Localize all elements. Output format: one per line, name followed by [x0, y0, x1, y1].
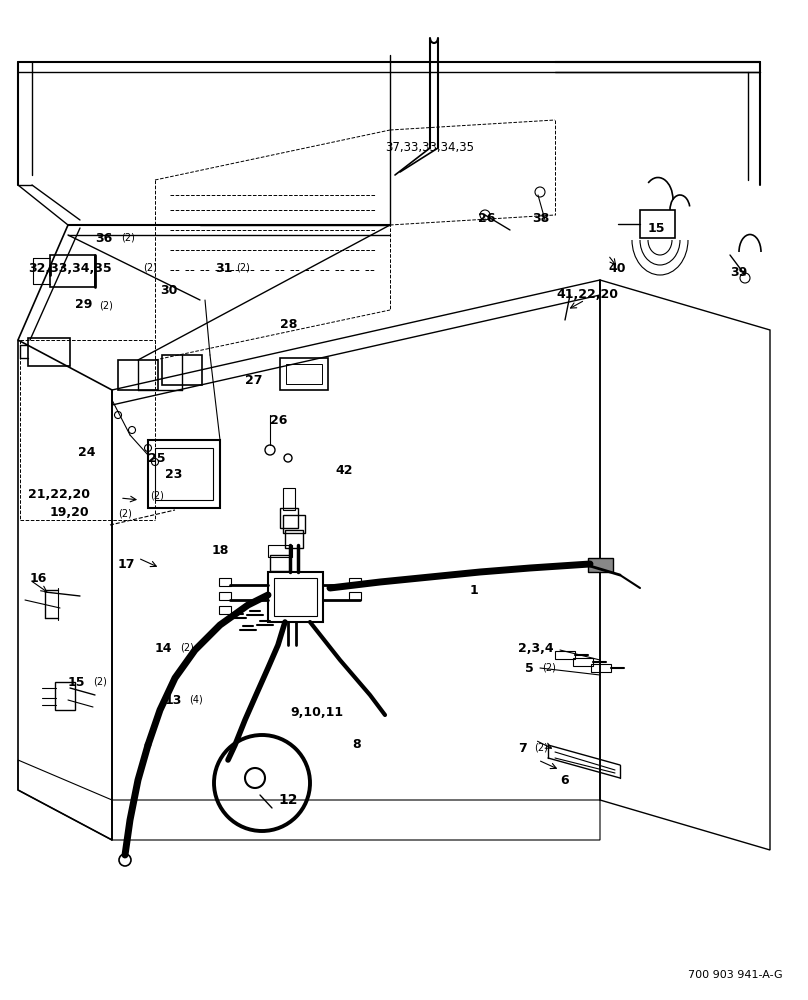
Text: 15: 15 — [68, 676, 86, 688]
Text: (2): (2) — [118, 508, 132, 518]
Text: 38: 38 — [532, 212, 549, 225]
Text: 41,22,20: 41,22,20 — [556, 288, 618, 302]
Text: 30: 30 — [160, 284, 178, 296]
Text: 1: 1 — [470, 584, 479, 596]
Bar — [219, 606, 231, 614]
Text: 12: 12 — [278, 793, 297, 807]
Text: (2): (2) — [180, 643, 194, 653]
Bar — [573, 658, 593, 666]
Bar — [283, 515, 305, 533]
Bar — [285, 530, 303, 548]
Text: 31: 31 — [215, 261, 233, 274]
Bar — [640, 210, 675, 238]
Text: 5: 5 — [525, 662, 534, 674]
Text: 26: 26 — [270, 414, 288, 426]
Text: (2): (2) — [542, 663, 556, 673]
Text: 15: 15 — [648, 222, 666, 234]
Text: 18: 18 — [212, 544, 229, 556]
Text: 32,33,34,35: 32,33,34,35 — [28, 261, 112, 274]
Bar — [55, 682, 75, 710]
Text: 37,33,33,34,35: 37,33,33,34,35 — [385, 141, 474, 154]
Text: 6: 6 — [560, 774, 569, 786]
Text: (2): (2) — [143, 263, 157, 273]
Bar — [155, 448, 213, 500]
Text: 13: 13 — [165, 694, 183, 706]
Text: 2,3,4: 2,3,4 — [518, 642, 553, 654]
Text: 29: 29 — [75, 298, 92, 312]
Bar — [588, 558, 613, 572]
Text: 24: 24 — [78, 446, 95, 460]
Bar — [118, 360, 158, 390]
Text: 25: 25 — [148, 452, 166, 464]
Bar — [555, 651, 575, 659]
Bar — [283, 488, 295, 510]
Bar — [148, 440, 220, 508]
Text: (4): (4) — [189, 695, 203, 705]
Text: 7: 7 — [518, 742, 527, 754]
Bar — [28, 338, 70, 366]
Bar — [270, 555, 290, 571]
Bar — [591, 664, 611, 672]
Text: 16: 16 — [30, 572, 48, 584]
Text: (2): (2) — [534, 743, 548, 753]
Text: (2): (2) — [150, 490, 164, 500]
Text: (2): (2) — [121, 233, 135, 243]
Text: 700 903 941-A-G: 700 903 941-A-G — [688, 970, 783, 980]
Text: 42: 42 — [335, 464, 352, 477]
Text: 17: 17 — [118, 558, 136, 572]
Text: 8: 8 — [352, 738, 360, 752]
Bar — [349, 578, 361, 586]
Text: 9,10,11: 9,10,11 — [290, 706, 343, 718]
Text: 28: 28 — [280, 318, 297, 332]
Text: (2): (2) — [93, 677, 107, 687]
Bar — [268, 545, 292, 557]
Text: 36: 36 — [95, 232, 112, 244]
Text: 40: 40 — [608, 261, 625, 274]
Bar — [280, 358, 328, 390]
Bar — [286, 364, 322, 384]
Text: (2): (2) — [99, 300, 113, 310]
Text: 19,20: 19,20 — [50, 506, 90, 520]
Bar — [162, 355, 202, 385]
Bar — [349, 592, 361, 600]
Bar — [50, 255, 95, 287]
Bar — [268, 572, 323, 622]
Text: 21,22,20: 21,22,20 — [28, 488, 90, 502]
Text: 27: 27 — [245, 373, 263, 386]
Bar — [274, 578, 317, 616]
Bar — [219, 592, 231, 600]
Text: 26: 26 — [478, 212, 495, 225]
Text: (2): (2) — [236, 263, 250, 273]
Text: 14: 14 — [155, 642, 172, 654]
Bar — [219, 578, 231, 586]
Text: 23: 23 — [165, 468, 183, 482]
Bar — [280, 508, 298, 528]
Text: 39: 39 — [730, 265, 747, 278]
